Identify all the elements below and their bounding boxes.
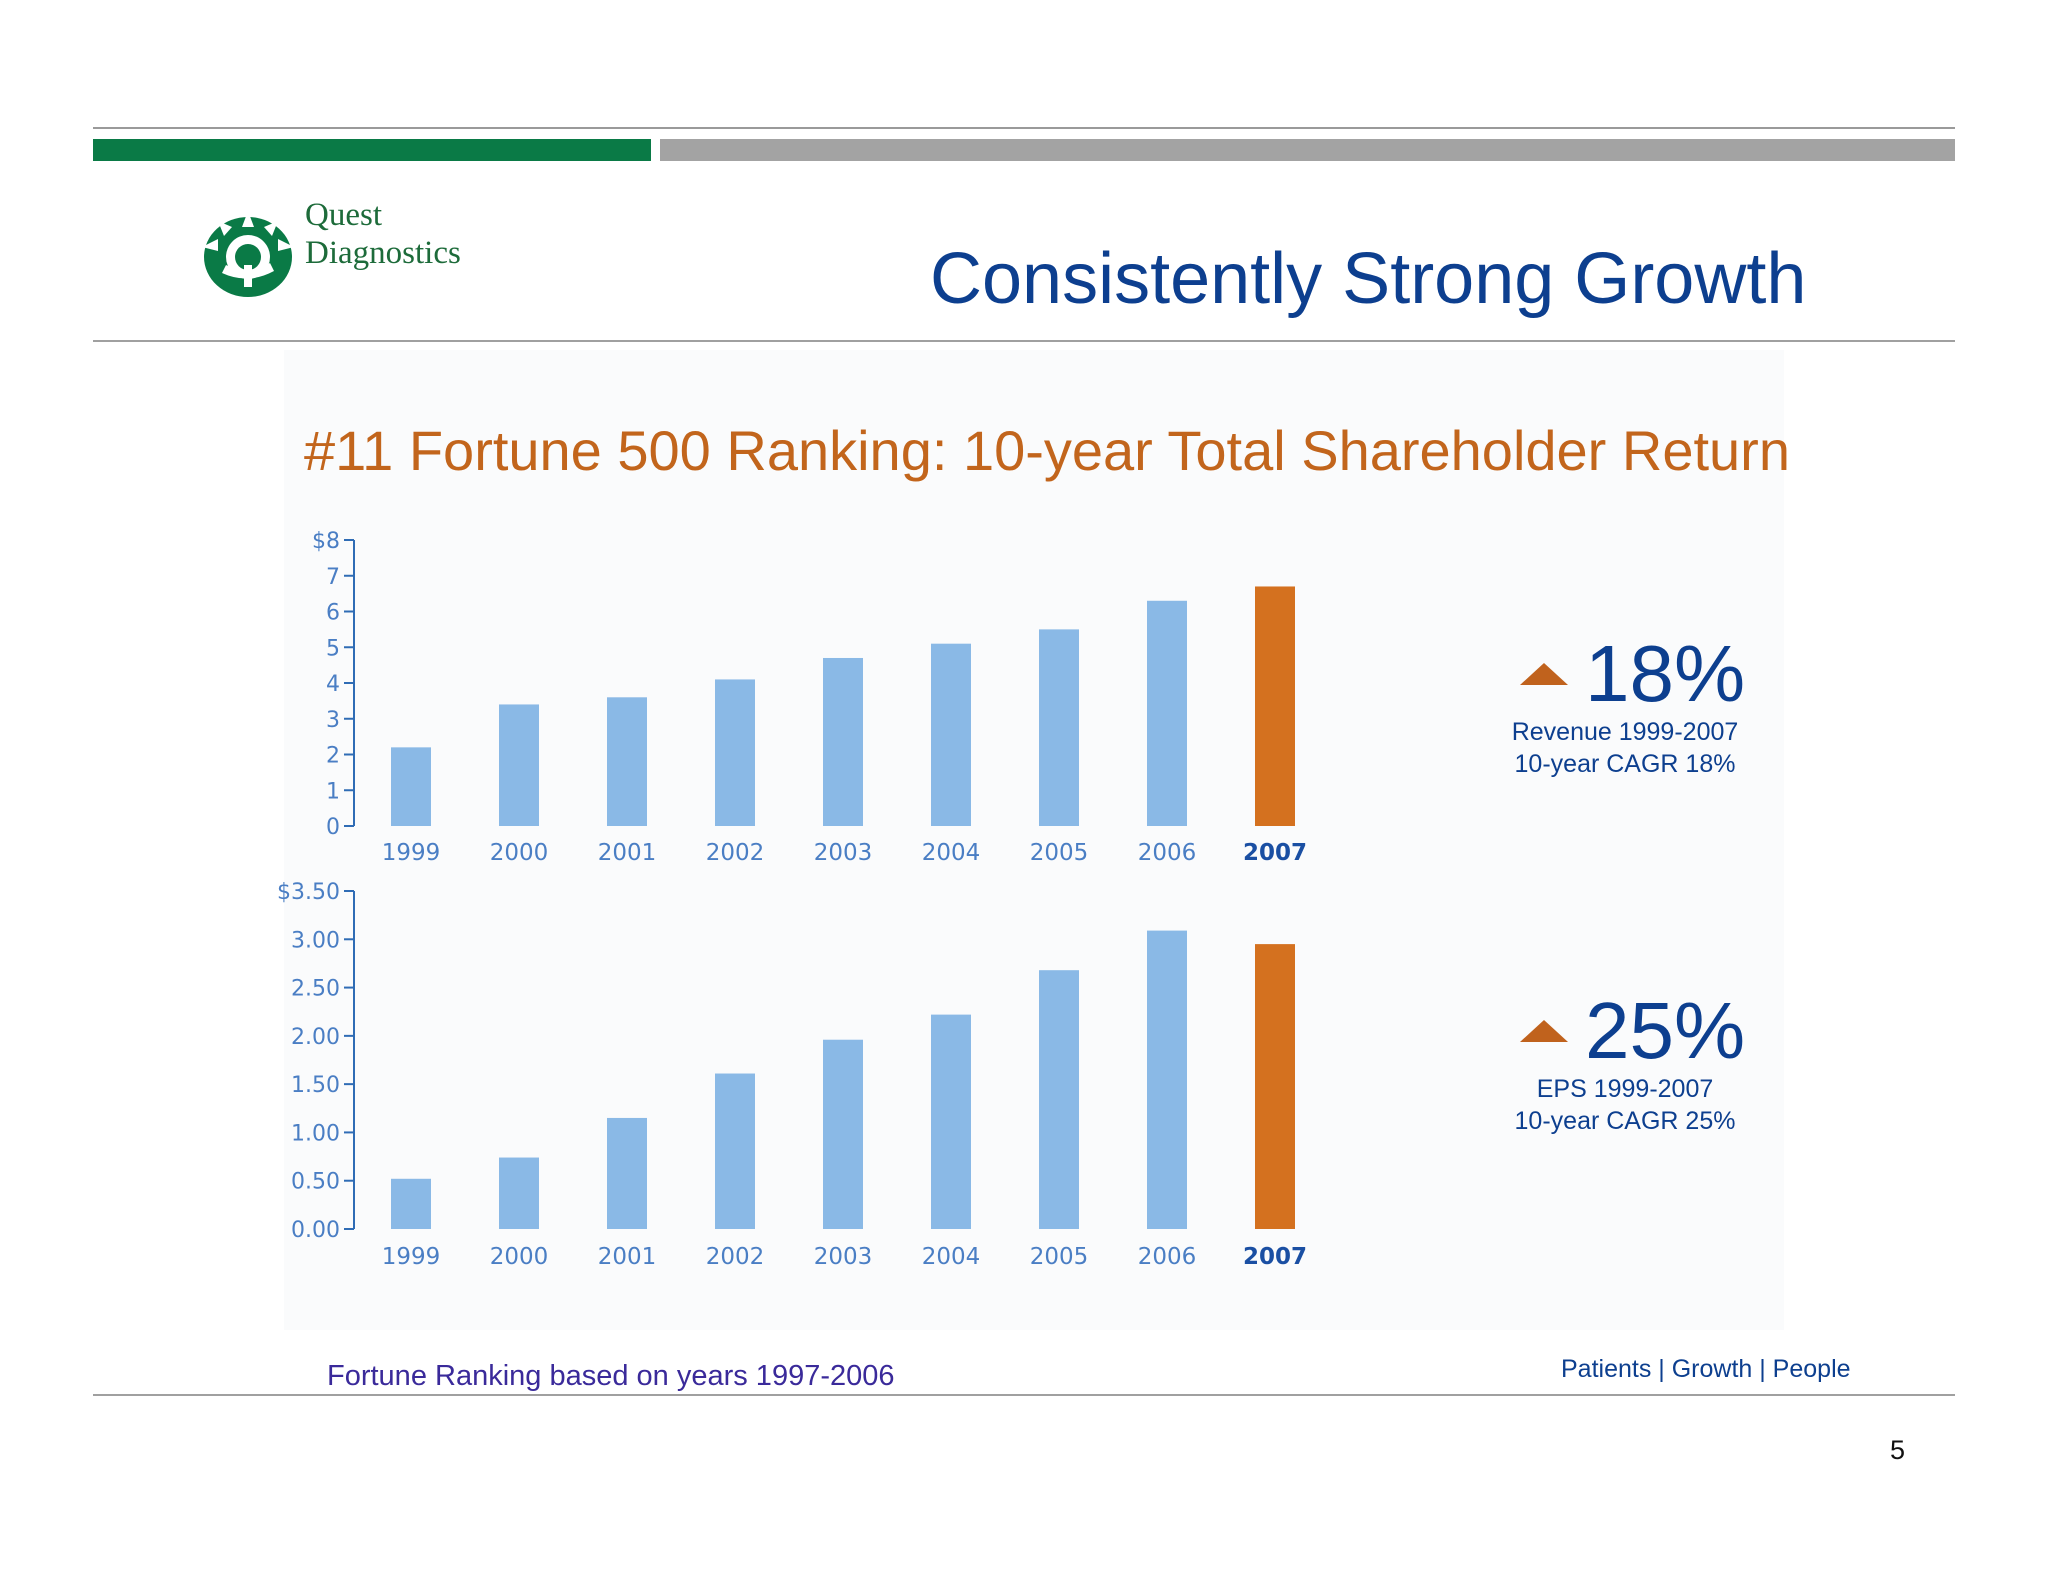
revenue-x-tick-label: 2004 [922,840,981,866]
revenue-bar [607,697,647,826]
chart-subtitle: #11 Fortune 500 Ranking: 10-year Total S… [304,419,1790,482]
slide-title: Consistently Strong Growth [930,239,1807,319]
revenue-bar [715,679,755,826]
eps-caption-2: 10-year CAGR 25% [1514,1107,1736,1135]
top-rule [93,127,1955,129]
eps-bar [931,1014,971,1229]
header-green-bar [93,139,651,161]
revenue-bar [1147,600,1187,826]
revenue-y-tick-label: $8 [312,529,340,554]
title-divider [93,340,1955,342]
revenue-up-arrow-icon [1520,663,1568,685]
brand-line-2: Diagnostics [305,235,461,271]
revenue-y-tick-label: 3 [326,708,340,733]
revenue-y-tick-label: 2 [326,744,340,769]
revenue-bar [1039,629,1079,826]
footnote: Fortune Ranking based on years 1997-2006 [327,1360,895,1392]
brand-name: Quest Diagnostics [305,196,461,272]
eps-y-tick-label: $3.50 [277,880,340,905]
tagline: Patients | Growth | People [1561,1355,1851,1383]
revenue-x-tick-label: 2003 [814,840,873,866]
revenue-x-tick-label: 2005 [1030,840,1089,866]
eps-x-tick-label: 1999 [382,1244,441,1270]
footer-divider [93,1394,1955,1396]
eps-bar [1039,970,1079,1229]
page-number: 5 [1890,1435,1906,1465]
eps-x-tick-label: 2001 [598,1244,657,1270]
brand-line-1: Quest [305,197,382,233]
eps-y-tick-label: 3.00 [291,928,340,953]
revenue-y-tick-label: 5 [326,636,340,661]
eps-y-tick-label: 2.50 [291,977,340,1002]
eps-x-tick-label: 2004 [922,1244,981,1270]
eps-y-tick-label: 0.00 [291,1218,340,1243]
eps-bar [607,1117,647,1229]
eps-x-tick-label: 2006 [1138,1244,1197,1270]
revenue-y-tick-label: 4 [326,672,340,697]
eps-x-tick-label: 2005 [1030,1244,1089,1270]
eps-y-tick-label: 0.50 [291,1170,340,1195]
revenue-y-tick-label: 6 [326,601,340,626]
eps-bar [715,1073,755,1229]
revenue-bar [823,657,863,826]
revenue-x-tick-label: 2006 [1138,840,1197,866]
eps-bar [1147,930,1187,1229]
eps-x-tick-label: 2000 [490,1244,549,1270]
revenue-caption-1: Revenue 1999-2007 [1511,718,1739,746]
eps-y-tick-label: 2.00 [291,1025,340,1050]
header-gray-bar [660,139,1955,161]
revenue-y-tick-label: 1 [326,779,340,804]
eps-y-tick-label: 1.00 [291,1121,340,1146]
revenue-bar [499,704,539,826]
eps-bar [391,1178,431,1229]
revenue-x-tick-label: 2001 [598,840,657,866]
eps-bar [823,1039,863,1229]
eps-x-tick-label: 2002 [706,1244,765,1270]
eps-y-tick-label: 1.50 [291,1073,340,1098]
eps-growth-value: 25% [1585,986,1746,1075]
revenue-x-tick-label: 2000 [490,840,549,866]
revenue-bar [1255,586,1295,826]
revenue-bar [931,643,971,826]
revenue-x-tick-label: 2002 [706,840,765,866]
eps-x-tick-label: 2007 [1243,1244,1307,1270]
revenue-x-tick-label: 2007 [1243,840,1307,866]
revenue-y-tick-label: 7 [326,565,340,590]
revenue-growth-value: 18% [1585,629,1746,718]
eps-bar [1255,944,1295,1229]
revenue-y-tick-label: 0 [326,815,340,840]
eps-caption-1: EPS 1999-2007 [1536,1075,1714,1103]
eps-x-tick-label: 2003 [814,1244,873,1270]
quest-logo-icon [202,211,294,297]
revenue-caption-2: 10-year CAGR 18% [1514,750,1736,778]
eps-bar [499,1157,539,1229]
revenue-bar [391,747,431,826]
eps-up-arrow-icon [1520,1020,1568,1042]
revenue-x-tick-label: 1999 [382,840,441,866]
